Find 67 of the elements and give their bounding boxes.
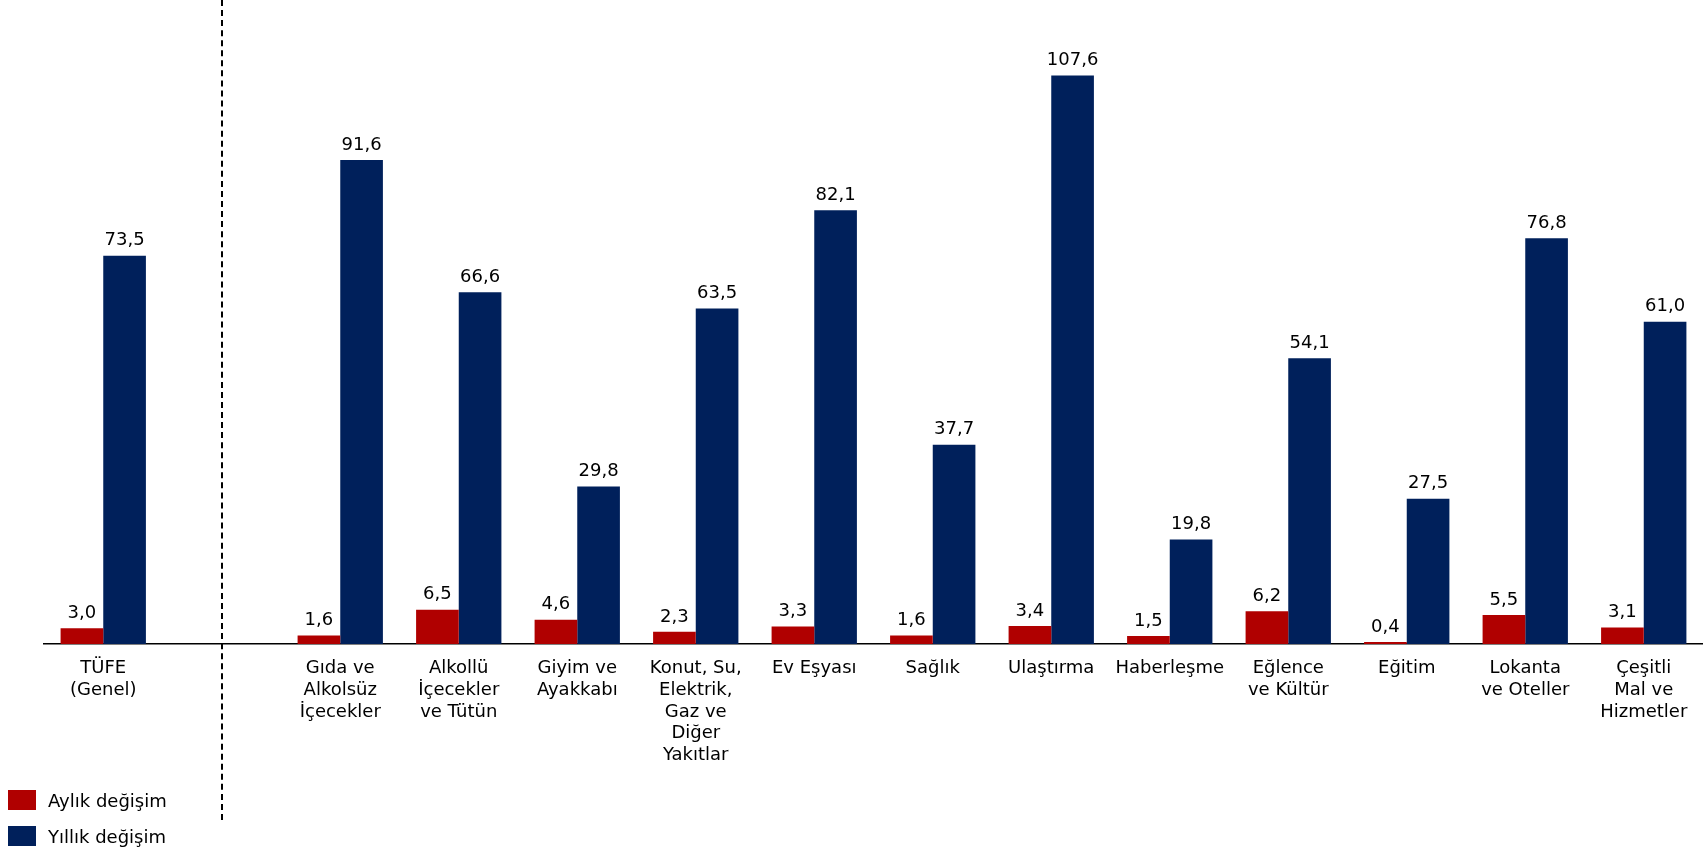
bar xyxy=(1525,238,1568,644)
x-tick-label: Haberleşme xyxy=(1115,656,1225,678)
data-label: 6,2 xyxy=(1252,583,1282,605)
data-label: 27,5 xyxy=(1408,471,1449,493)
bar xyxy=(932,444,976,644)
data-label: 2,3 xyxy=(660,604,689,626)
data-label: 66,6 xyxy=(460,264,501,286)
bar xyxy=(695,308,739,644)
bar xyxy=(1051,75,1094,644)
data-label: 3,4 xyxy=(1015,598,1045,620)
data-label: 29,8 xyxy=(578,459,619,481)
bar xyxy=(1245,611,1289,644)
data-label: 91,6 xyxy=(341,132,382,154)
x-tick-label: Sağlık xyxy=(905,656,961,678)
x-tick-label: Eğitim xyxy=(1378,656,1436,678)
data-label: 54,1 xyxy=(1289,330,1330,352)
data-label: 4,6 xyxy=(541,592,571,614)
data-label: 19,8 xyxy=(1171,512,1212,534)
bar xyxy=(60,628,104,644)
bar xyxy=(458,292,502,644)
bar xyxy=(297,635,341,644)
x-tick-label: Ulaştırma xyxy=(1008,656,1095,678)
x-tick-label: Gıda ve Alkolsüz İçecekler xyxy=(299,656,382,721)
bar xyxy=(1643,321,1687,644)
bar xyxy=(1482,614,1526,644)
x-tick-label: Ev Eşyası xyxy=(771,656,857,678)
bar xyxy=(103,255,146,644)
bar xyxy=(577,486,620,644)
bar xyxy=(1364,641,1407,644)
x-tick-label: Eğlence ve Kültür xyxy=(1247,656,1330,700)
x-tick-label: Giyim ve Ayakkabı xyxy=(536,656,618,700)
data-label: 3,0 xyxy=(67,600,97,622)
bar xyxy=(1008,626,1052,644)
bar xyxy=(340,160,383,644)
legend-label: Yıllık değişim xyxy=(48,825,166,847)
data-label: 3,1 xyxy=(1608,600,1637,622)
data-label: 107,6 xyxy=(1046,48,1099,70)
data-label: 6,5 xyxy=(423,582,452,604)
bar xyxy=(814,210,857,644)
data-label: 82,1 xyxy=(815,182,856,204)
bar xyxy=(1127,636,1170,644)
data-label: 0,4 xyxy=(1371,614,1400,636)
data-label: 61,0 xyxy=(1645,294,1686,316)
x-tick-label: Alkollü İçecekler ve Tütün xyxy=(418,656,500,721)
bar xyxy=(771,626,815,644)
bar xyxy=(1169,539,1213,644)
bar xyxy=(1406,498,1450,644)
x-tick-label: TÜFE (Genel) xyxy=(69,656,137,700)
bar xyxy=(534,619,578,644)
x-tick-label: Konut, Su, Elektrik, Gaz ve Diğer Yakıtlar xyxy=(649,656,742,764)
x-tick-label: Çeşitli Mal ve Hizmetler xyxy=(1600,656,1688,721)
bar xyxy=(1601,627,1644,644)
x-tick-label: Lokanta ve Oteller xyxy=(1481,656,1570,700)
bar xyxy=(653,631,696,644)
data-label: 63,5 xyxy=(697,281,738,303)
bar xyxy=(890,635,933,644)
data-label: 37,7 xyxy=(934,417,975,439)
data-label: 5,5 xyxy=(1489,587,1519,609)
legend-label: Aylık değişim xyxy=(48,789,167,811)
data-label: 73,5 xyxy=(104,228,145,250)
bar xyxy=(416,609,459,644)
data-label: 3,3 xyxy=(778,599,808,621)
bar xyxy=(1288,358,1331,644)
data-label: 1,6 xyxy=(304,608,334,630)
data-label: 1,5 xyxy=(1134,608,1163,630)
data-label: 76,8 xyxy=(1526,210,1567,232)
data-label: 1,6 xyxy=(897,608,926,630)
